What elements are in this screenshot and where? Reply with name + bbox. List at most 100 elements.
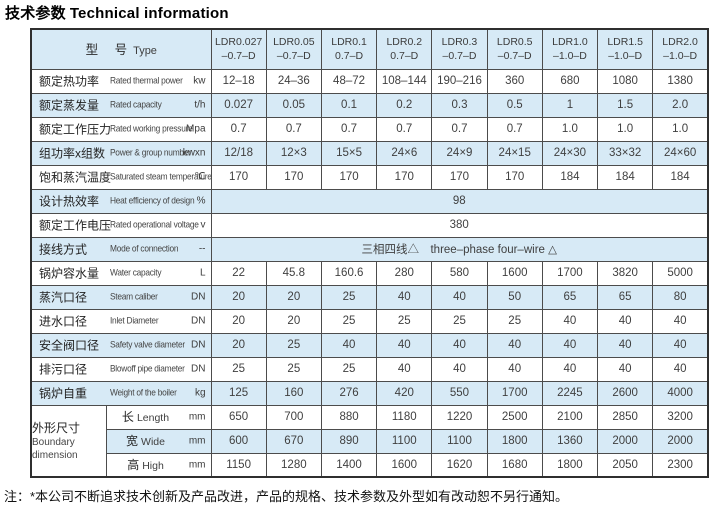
- model-header: LDR0.05 –0.7–D: [265, 28, 322, 70]
- dimension-sub-text: 宽 Wide: [107, 432, 185, 450]
- value-cell: 1080: [597, 68, 654, 94]
- value-cell: 0.7: [431, 116, 488, 142]
- table-row: 蒸汽口径 Steam caliber DN 20 20 25 40 40 50 65 65 80: [30, 284, 709, 310]
- table-body: 额定热功率 Rated thermal power kw 12–18 24–36 48–7…: [30, 68, 709, 478]
- value-cell: 1150: [210, 452, 267, 478]
- row-unit: mm: [188, 459, 206, 471]
- row-label-en: Blowoff pipe diameter: [110, 363, 185, 375]
- value-cell: 1600: [486, 260, 543, 286]
- row-unit: kw: [193, 75, 206, 87]
- value-cell: 12–18: [210, 68, 267, 94]
- value-cell: 12/18: [210, 140, 267, 166]
- value-cell: 1100: [431, 428, 488, 454]
- value-cell: 1220: [431, 404, 488, 430]
- value-cell: 2100: [541, 404, 599, 430]
- value-cell: 40: [652, 308, 709, 334]
- row-label: 额定蒸发量 Rated capacity t/h: [30, 92, 212, 118]
- value-cell: 25: [320, 284, 378, 310]
- row-label: 蒸汽口径 Steam caliber DN: [30, 284, 212, 310]
- row-label-zh: 组功率x组数: [39, 146, 106, 161]
- value-cell: 170: [210, 164, 267, 190]
- value-cell: 2500: [486, 404, 543, 430]
- model-suffix: –1.0–D: [552, 50, 587, 63]
- value-cell: 1400: [320, 452, 378, 478]
- value-cell: 20: [210, 308, 267, 334]
- dimension-sub-text: 长 Length: [107, 408, 185, 426]
- row-unit: ℃: [194, 171, 206, 183]
- model-name: LDR0.5: [496, 36, 533, 49]
- row-unit: DN: [191, 339, 206, 351]
- row-label-en: Mode of connection: [110, 243, 179, 255]
- value-cell: 190–216: [431, 68, 488, 94]
- model-header: LDR1.5 –1.0–D: [597, 28, 654, 70]
- model-name: LDR2.0: [662, 36, 698, 49]
- row-label-zh: 额定热功率: [39, 74, 100, 89]
- value-cell: 680: [541, 68, 599, 94]
- row-unit: DN: [191, 291, 206, 303]
- value-cell: 25: [320, 308, 378, 334]
- value-cell: 1800: [486, 428, 543, 454]
- value-cell: 3820: [597, 260, 654, 286]
- value-cell: 1360: [541, 428, 599, 454]
- row-label: 额定工作压力 Rated working pressure Mpa: [30, 116, 212, 142]
- value-cell: 24×60: [652, 140, 709, 166]
- spec-table: 型 号 Type LDR0.027 –0.7–D LDR0.05 –0.7–D LDR0.1…: [30, 28, 709, 478]
- row-label-zh: 额定工作电压: [39, 218, 112, 233]
- value-cell: 40: [376, 332, 433, 358]
- value-cell: 25: [486, 308, 543, 334]
- table-row: 排污口径 Blowoff pipe diameter DN 25 25 25 40 40 40 4…: [30, 356, 709, 382]
- value-cell: 1680: [486, 452, 543, 478]
- value-cell: 184: [652, 164, 709, 190]
- row-label: 组功率x组数 Power & group number kwxn: [30, 140, 212, 166]
- dimension-sub-text: 高 High: [107, 456, 185, 474]
- row-label-en: Inlet Diameter: [110, 315, 159, 327]
- value-cell: 1100: [376, 428, 433, 454]
- dimension-sub-en: High: [142, 459, 164, 472]
- value-cell: 0.5: [486, 92, 543, 118]
- row-unit: L: [199, 267, 206, 279]
- value-cell: 170: [486, 164, 543, 190]
- value-cell: 890: [320, 428, 378, 454]
- model-name: LDR0.1: [331, 36, 367, 49]
- model-header: LDR2.0 –1.0–D: [652, 28, 709, 70]
- value-cell: 360: [486, 68, 543, 94]
- model-suffix: –0.7–D: [442, 50, 477, 63]
- value-cell: 1600: [376, 452, 433, 478]
- value-cell: 2600: [597, 380, 654, 406]
- row-label: 排污口径 Blowoff pipe diameter DN: [30, 356, 212, 382]
- value-cell: 2850: [597, 404, 654, 430]
- value-cell: 1.0: [541, 116, 599, 142]
- value-cell: 1700: [541, 260, 599, 286]
- model-header: LDR0.2 0.7–D: [376, 28, 433, 70]
- value-cell: 12×3: [265, 140, 322, 166]
- row-label: 额定热功率 Rated thermal power kw: [30, 68, 212, 94]
- dimension-sub-zh: 高: [127, 457, 140, 472]
- value-cell: 40: [597, 332, 654, 358]
- value-cell: 600: [210, 428, 267, 454]
- value-cell: 24–36: [265, 68, 322, 94]
- row-label-en: Heat efficiency of design: [110, 195, 195, 207]
- row-label: 饱和蒸汽温度 Saturated steam temperature ℃: [30, 164, 212, 190]
- table-row: 设计热效率 Heat efficiency of design% 98: [30, 188, 709, 214]
- value-cell: 0.7: [265, 116, 322, 142]
- value-cell: 125: [210, 380, 267, 406]
- dimension-sub-en: Wide: [141, 436, 165, 448]
- row-label-en: Power & group number: [110, 147, 191, 159]
- dimension-group-zh: 外形尺寸: [32, 421, 81, 436]
- row-unit: v: [200, 219, 206, 231]
- dimension-sub-label: 高 High mm: [105, 452, 212, 478]
- value-cell: 550: [431, 380, 488, 406]
- model-header: LDR0.1 0.7–D: [320, 28, 378, 70]
- value-cell: 0.7: [486, 116, 543, 142]
- value-cell: 20: [265, 308, 322, 334]
- value-cell: 45.8: [265, 260, 322, 286]
- table-row: 组功率x组数 Power & group number kwxn 12/18 12×3 1…: [30, 140, 709, 166]
- value-cell: 880: [320, 404, 378, 430]
- value-cell: 670: [265, 428, 322, 454]
- value-cell: 40: [597, 356, 654, 382]
- row-label: 安全阀口径 Safety valve diameter DN: [30, 332, 212, 358]
- row-label-zh: 蒸汽口径: [39, 290, 88, 305]
- value-cell: 650: [210, 404, 267, 430]
- value-cell: 25: [431, 308, 488, 334]
- value-cell: 40: [376, 284, 433, 310]
